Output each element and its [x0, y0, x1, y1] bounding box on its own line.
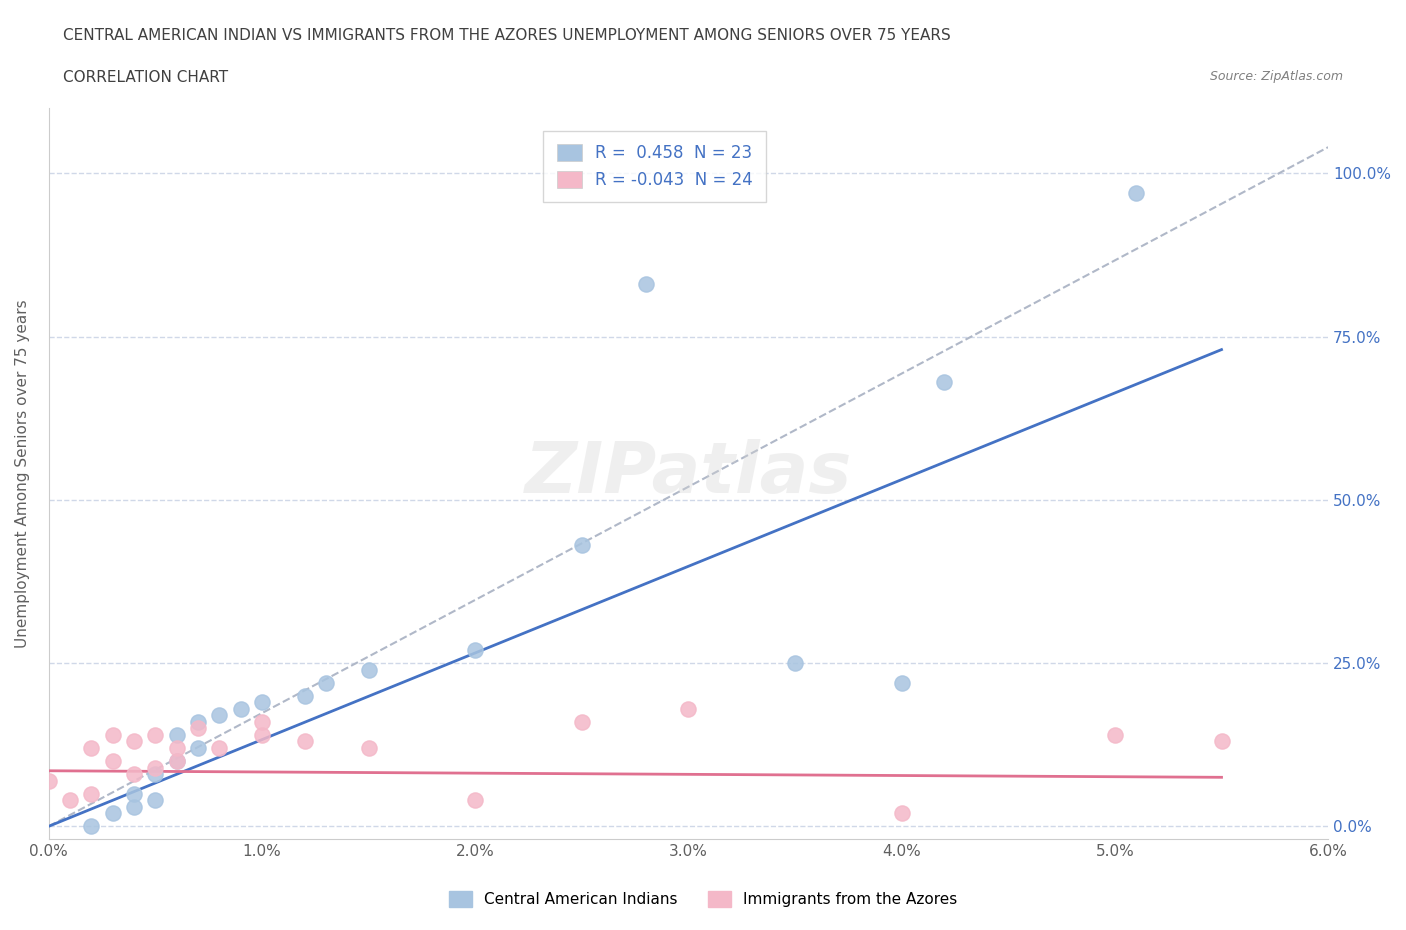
Legend: R =  0.458  N = 23, R = -0.043  N = 24: R = 0.458 N = 23, R = -0.043 N = 24: [543, 131, 766, 203]
Point: [122, 766, 145, 781]
Point: [890, 675, 912, 690]
Point: [294, 734, 316, 749]
Point: [122, 734, 145, 749]
Point: [101, 805, 124, 820]
Point: [250, 714, 273, 729]
Point: [934, 375, 956, 390]
Point: [166, 753, 188, 768]
Point: [229, 701, 252, 716]
Point: [464, 643, 486, 658]
Point: [166, 753, 188, 768]
Text: CORRELATION CHART: CORRELATION CHART: [63, 70, 228, 85]
Point: [294, 688, 316, 703]
Point: [145, 792, 167, 807]
Point: [187, 721, 209, 736]
Point: [80, 786, 103, 801]
Point: [1125, 185, 1147, 200]
Point: [1104, 727, 1126, 742]
Text: ZIPatlas: ZIPatlas: [524, 439, 852, 508]
Point: [464, 792, 486, 807]
Point: [571, 714, 593, 729]
Point: [122, 799, 145, 814]
Point: [80, 740, 103, 755]
Text: CENTRAL AMERICAN INDIAN VS IMMIGRANTS FROM THE AZORES UNEMPLOYMENT AMONG SENIORS: CENTRAL AMERICAN INDIAN VS IMMIGRANTS FR…: [63, 28, 950, 43]
Point: [59, 792, 82, 807]
Point: [101, 753, 124, 768]
Point: [187, 740, 209, 755]
Point: [208, 708, 231, 723]
Point: [101, 727, 124, 742]
Point: [38, 773, 60, 788]
Point: [145, 727, 167, 742]
Point: [571, 538, 593, 553]
Point: [122, 786, 145, 801]
Y-axis label: Unemployment Among Seniors over 75 years: Unemployment Among Seniors over 75 years: [15, 299, 30, 648]
Point: [145, 760, 167, 775]
Point: [250, 727, 273, 742]
Point: [634, 277, 657, 292]
Point: [187, 714, 209, 729]
Point: [1211, 734, 1233, 749]
Point: [80, 818, 103, 833]
Point: [166, 740, 188, 755]
Text: Source: ZipAtlas.com: Source: ZipAtlas.com: [1209, 70, 1343, 83]
Point: [890, 805, 912, 820]
Point: [357, 662, 380, 677]
Point: [208, 740, 231, 755]
Point: [315, 675, 337, 690]
Point: [357, 740, 380, 755]
Legend: Central American Indians, Immigrants from the Azores: Central American Indians, Immigrants fro…: [443, 884, 963, 913]
Point: [250, 695, 273, 710]
Point: [783, 656, 806, 671]
Point: [678, 701, 700, 716]
Point: [166, 727, 188, 742]
Point: [145, 766, 167, 781]
